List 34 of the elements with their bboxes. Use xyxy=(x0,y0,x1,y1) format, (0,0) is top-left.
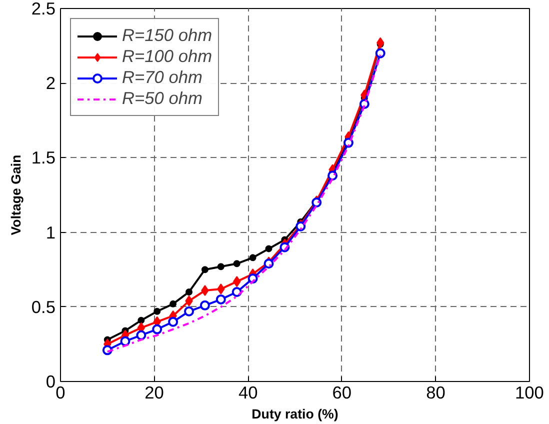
x-axis-title: Duty ratio (%) xyxy=(252,406,338,422)
y-tick-label: 2 xyxy=(46,73,56,94)
point xyxy=(201,266,208,274)
point xyxy=(232,286,242,297)
point xyxy=(120,336,130,346)
x-tick-label: 80 xyxy=(426,382,446,402)
y-tick-label: 1 xyxy=(46,222,56,242)
point xyxy=(184,306,194,316)
point xyxy=(154,308,161,315)
x-tick-label: 40 xyxy=(238,382,258,402)
x-tick-label: 100 xyxy=(515,382,544,402)
point xyxy=(249,254,256,262)
point xyxy=(217,263,224,270)
point xyxy=(168,316,178,327)
point xyxy=(138,316,145,324)
x-tick-label: 60 xyxy=(332,382,352,402)
legend-label: R=100 ohm xyxy=(122,46,212,67)
point xyxy=(216,294,226,304)
legend-label: R=50 ohm xyxy=(122,88,202,109)
point xyxy=(186,288,193,296)
y-tick-label: 2.5 xyxy=(31,0,56,18)
y-axis-title: Voltage Gain xyxy=(8,154,24,236)
y-tick-label: 0.5 xyxy=(31,296,56,317)
point xyxy=(170,300,177,308)
point xyxy=(152,324,162,334)
legend-label: R=70 ohm xyxy=(122,67,202,88)
point xyxy=(200,300,210,310)
y-tick-label: 1.5 xyxy=(31,148,56,168)
point xyxy=(375,48,386,58)
x-tick-label: 20 xyxy=(144,382,164,402)
legend-label: R=150 ohm xyxy=(122,25,212,46)
point xyxy=(233,260,240,268)
point xyxy=(265,245,272,252)
point xyxy=(136,330,146,340)
